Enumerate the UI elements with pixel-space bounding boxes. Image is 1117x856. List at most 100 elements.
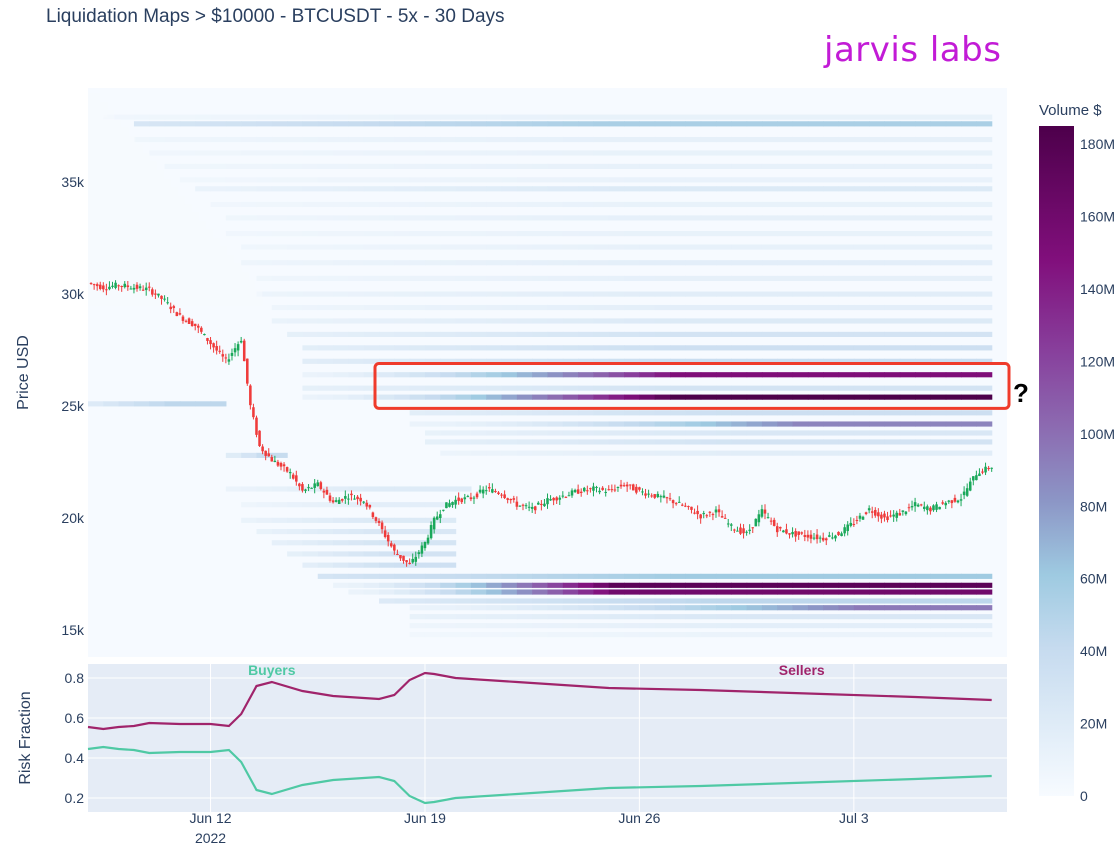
liquidation-level [164, 163, 993, 169]
candle [972, 476, 975, 486]
candle [347, 493, 350, 505]
candle [653, 493, 656, 500]
candle [454, 495, 457, 509]
price-axis: 15k 20k 25k 30k 35k Price USD [15, 174, 85, 638]
colorbar-title: Volume $ [1039, 102, 1102, 119]
candle [246, 358, 249, 386]
candle [184, 319, 188, 323]
price-axis-title: Price USD [15, 335, 32, 410]
candle [242, 338, 246, 362]
candle [570, 488, 574, 498]
liquidation-level [225, 215, 993, 221]
candle [316, 479, 320, 487]
candle [331, 497, 335, 504]
candle [904, 510, 908, 516]
candle [368, 504, 372, 510]
candle [466, 494, 470, 498]
date-axis: Jun 12 Jun 19 Jun 26 Jul 3 2022 [190, 810, 869, 846]
candle [926, 504, 929, 515]
candle [111, 281, 114, 289]
candle [837, 531, 840, 536]
liquidation-level [210, 201, 993, 208]
candle [898, 508, 902, 516]
candle [439, 509, 442, 524]
candle [138, 283, 142, 291]
candle [353, 495, 356, 500]
candle [521, 503, 525, 511]
candle [264, 450, 267, 461]
risk-tick-label: 0.2 [65, 790, 85, 806]
candle [965, 483, 969, 497]
candle [537, 501, 540, 505]
candle [374, 516, 378, 524]
candle [843, 524, 846, 537]
candle [975, 470, 978, 481]
candle [785, 523, 788, 535]
candle [484, 485, 488, 495]
candle [895, 510, 898, 522]
candle [886, 511, 889, 523]
candle [693, 508, 696, 515]
candle [488, 483, 491, 492]
candle [867, 505, 871, 514]
candle [371, 511, 375, 519]
candle [481, 486, 485, 499]
candle [638, 486, 641, 492]
candle [736, 526, 739, 532]
candle [187, 317, 191, 324]
candle [932, 504, 935, 512]
candle [573, 488, 577, 493]
candle [288, 468, 292, 479]
candle [641, 488, 644, 496]
candle [276, 459, 280, 467]
candle [589, 487, 592, 493]
candle [953, 494, 957, 503]
candle [356, 495, 359, 505]
candle [310, 487, 313, 489]
candle [635, 484, 638, 495]
candle [445, 502, 448, 509]
candle [533, 505, 537, 514]
question-mark-annotation: ? [1013, 378, 1029, 408]
candle [702, 510, 706, 519]
candle [190, 318, 194, 327]
candle [883, 510, 886, 522]
colorbar-tick-label: 100M [1080, 426, 1115, 442]
candle [206, 337, 209, 345]
candle [984, 462, 987, 476]
candle [616, 486, 620, 492]
candle [157, 293, 160, 298]
candle [907, 503, 911, 512]
candle [561, 491, 565, 499]
liquidation-level [241, 502, 457, 508]
candle [892, 510, 895, 522]
highlight-annotation: ? [373, 362, 1029, 410]
candle [497, 491, 500, 495]
candle [956, 499, 960, 504]
candle [325, 486, 329, 495]
candle [644, 488, 647, 499]
candle [105, 283, 108, 296]
liquidation-level [409, 410, 993, 416]
candle [117, 284, 120, 291]
candle [981, 468, 984, 475]
candle [745, 530, 748, 536]
candle [377, 518, 381, 526]
price-tick-label: 35k [61, 174, 85, 190]
liquidation-level [409, 623, 993, 629]
candle [172, 304, 176, 313]
candle [181, 314, 185, 324]
candle [726, 518, 730, 528]
candle [273, 455, 277, 463]
candle [478, 485, 482, 494]
candle [950, 499, 954, 509]
candle [295, 470, 298, 486]
candle [227, 353, 231, 365]
candle [742, 524, 745, 539]
candle [987, 465, 990, 471]
candle [625, 481, 629, 492]
candle [619, 479, 623, 489]
candle [120, 285, 123, 292]
liquidation-level [302, 372, 993, 378]
